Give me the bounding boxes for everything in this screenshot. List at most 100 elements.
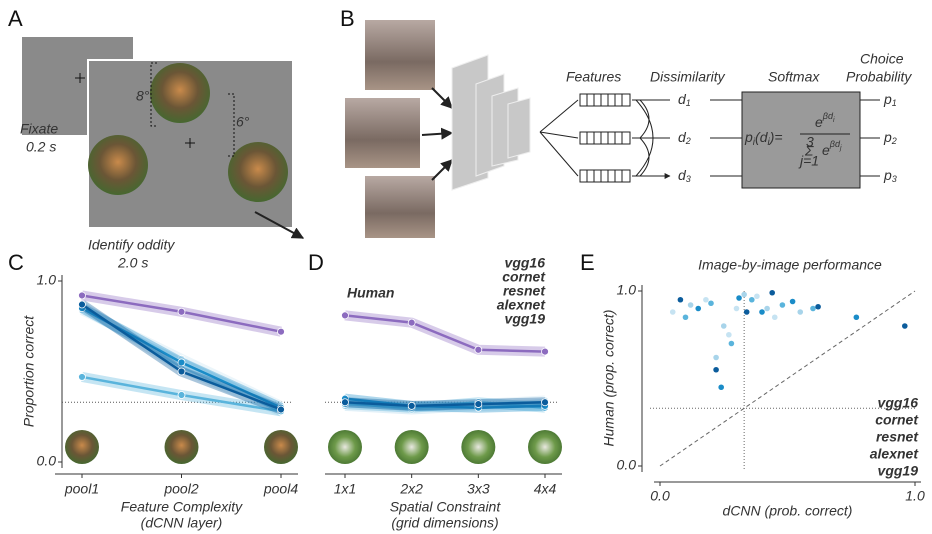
data-point	[542, 399, 549, 406]
data-point	[79, 301, 86, 308]
stage-label: Probability	[846, 69, 912, 85]
phase-label: Fixate	[20, 121, 58, 137]
panel-label: E	[580, 250, 595, 275]
data-point	[769, 290, 775, 296]
data-point	[810, 306, 816, 312]
subscript: 3	[686, 174, 691, 184]
panel-label: D	[308, 250, 324, 275]
data-point	[670, 309, 676, 315]
y-axis-label: Proportion correct	[21, 315, 37, 427]
charts: 0.0 1.0 Proportion correct Feature Complexi…	[21, 255, 925, 531]
data-point	[741, 292, 747, 298]
arrow	[432, 160, 452, 180]
data-point	[764, 306, 770, 312]
data-point	[678, 297, 684, 303]
data-point	[734, 306, 740, 312]
data-point	[688, 302, 694, 308]
x-tick-label: pool1	[64, 481, 99, 497]
data-point	[342, 399, 349, 406]
x-axis-label: (dCNN layer)	[141, 515, 223, 531]
thumbnail	[395, 430, 429, 464]
x-axis-label: (grid dimensions)	[391, 515, 498, 531]
legend-entry: vgg19	[878, 463, 919, 479]
x-tick-label: pool4	[263, 481, 298, 497]
y-axis-label: Human (prop. correct)	[601, 310, 617, 447]
stage-label: Dissimilarity	[650, 69, 726, 85]
panel-b: Features Dissimilarity Softmax Choice Pr…	[345, 20, 912, 238]
stimulus-image	[88, 135, 148, 195]
thumbnail	[328, 430, 362, 464]
data-point	[759, 309, 765, 315]
symbol: p	[883, 129, 892, 145]
y-tick-label: 0.0	[617, 457, 637, 473]
x-tick-label: 0.0	[650, 488, 670, 504]
dissimilarity-label: d2	[678, 129, 691, 147]
dissimilarity-label: d1	[678, 91, 691, 109]
stage-label: Softmax	[768, 69, 820, 85]
formula: j=1	[798, 153, 819, 169]
arrow	[422, 133, 452, 135]
data-point	[749, 297, 755, 303]
subscript: 3	[892, 174, 897, 184]
panel-label: C	[8, 250, 24, 275]
connector	[540, 100, 578, 176]
phase-time: 0.2 s	[26, 139, 56, 155]
stimulus-image	[150, 63, 210, 123]
data-point	[79, 373, 86, 380]
data-point	[342, 312, 349, 319]
subscript: 2	[685, 136, 691, 146]
thumbnail	[461, 430, 495, 464]
data-point	[542, 348, 549, 355]
data-point	[408, 319, 415, 326]
data-point	[79, 292, 86, 299]
x-tick-label: 2x2	[399, 481, 423, 497]
probability-label: p3	[883, 167, 897, 185]
subscript: 1	[686, 98, 691, 108]
data-point	[718, 384, 724, 390]
x-tick-label: 1.0	[905, 488, 925, 504]
data-point	[815, 304, 821, 310]
y-tick-label: 1.0	[37, 272, 57, 288]
x-axis-label: Feature Complexity	[121, 499, 243, 515]
data-point	[178, 392, 185, 399]
y-tick-label: 1.0	[617, 282, 637, 298]
subscript: 1	[892, 98, 897, 108]
legend-entry: resnet	[876, 429, 919, 445]
angle-label: 6°	[236, 114, 250, 130]
panel-a: 8° 6° Fixate 0.2 s Identify oddity 2.0 s	[20, 37, 303, 271]
panel-label: A	[8, 6, 23, 31]
chart-title: Image-by-image performance	[698, 257, 882, 273]
x-axis-label: Spatial Constraint	[390, 499, 502, 515]
network-layer	[508, 98, 530, 158]
data-point	[772, 314, 778, 320]
arrow	[632, 100, 670, 176]
data-point	[902, 323, 908, 329]
data-point	[475, 401, 482, 408]
data-point	[854, 314, 860, 320]
phase-label: Identify oddity	[88, 237, 175, 253]
x-tick-label: 4x4	[534, 481, 557, 497]
data-point	[475, 346, 482, 353]
data-point	[408, 402, 415, 409]
x-axis-label: dCNN (prob. correct)	[723, 503, 853, 519]
arrow	[432, 88, 452, 108]
probability-label: p2	[883, 129, 897, 147]
data-point	[721, 323, 727, 329]
thumbnail	[264, 430, 298, 464]
data-point	[278, 406, 285, 413]
feature-vectors	[580, 94, 630, 182]
data-point	[703, 297, 709, 303]
dissimilarity-label: d3	[678, 167, 691, 185]
data-point	[178, 308, 185, 315]
data-point	[713, 367, 719, 373]
data-point	[708, 300, 714, 306]
data-point	[744, 309, 750, 315]
data-point	[754, 293, 760, 299]
legend-entry: vgg16	[878, 395, 919, 411]
data-point	[713, 355, 719, 361]
legend-entry: alexnet	[870, 446, 920, 462]
stimulus-image	[365, 176, 435, 238]
figure: A B C D E 8° 6° Fixate 0.2 s Identify od…	[0, 0, 932, 534]
data-point	[683, 314, 689, 320]
stimulus-image	[228, 142, 288, 202]
